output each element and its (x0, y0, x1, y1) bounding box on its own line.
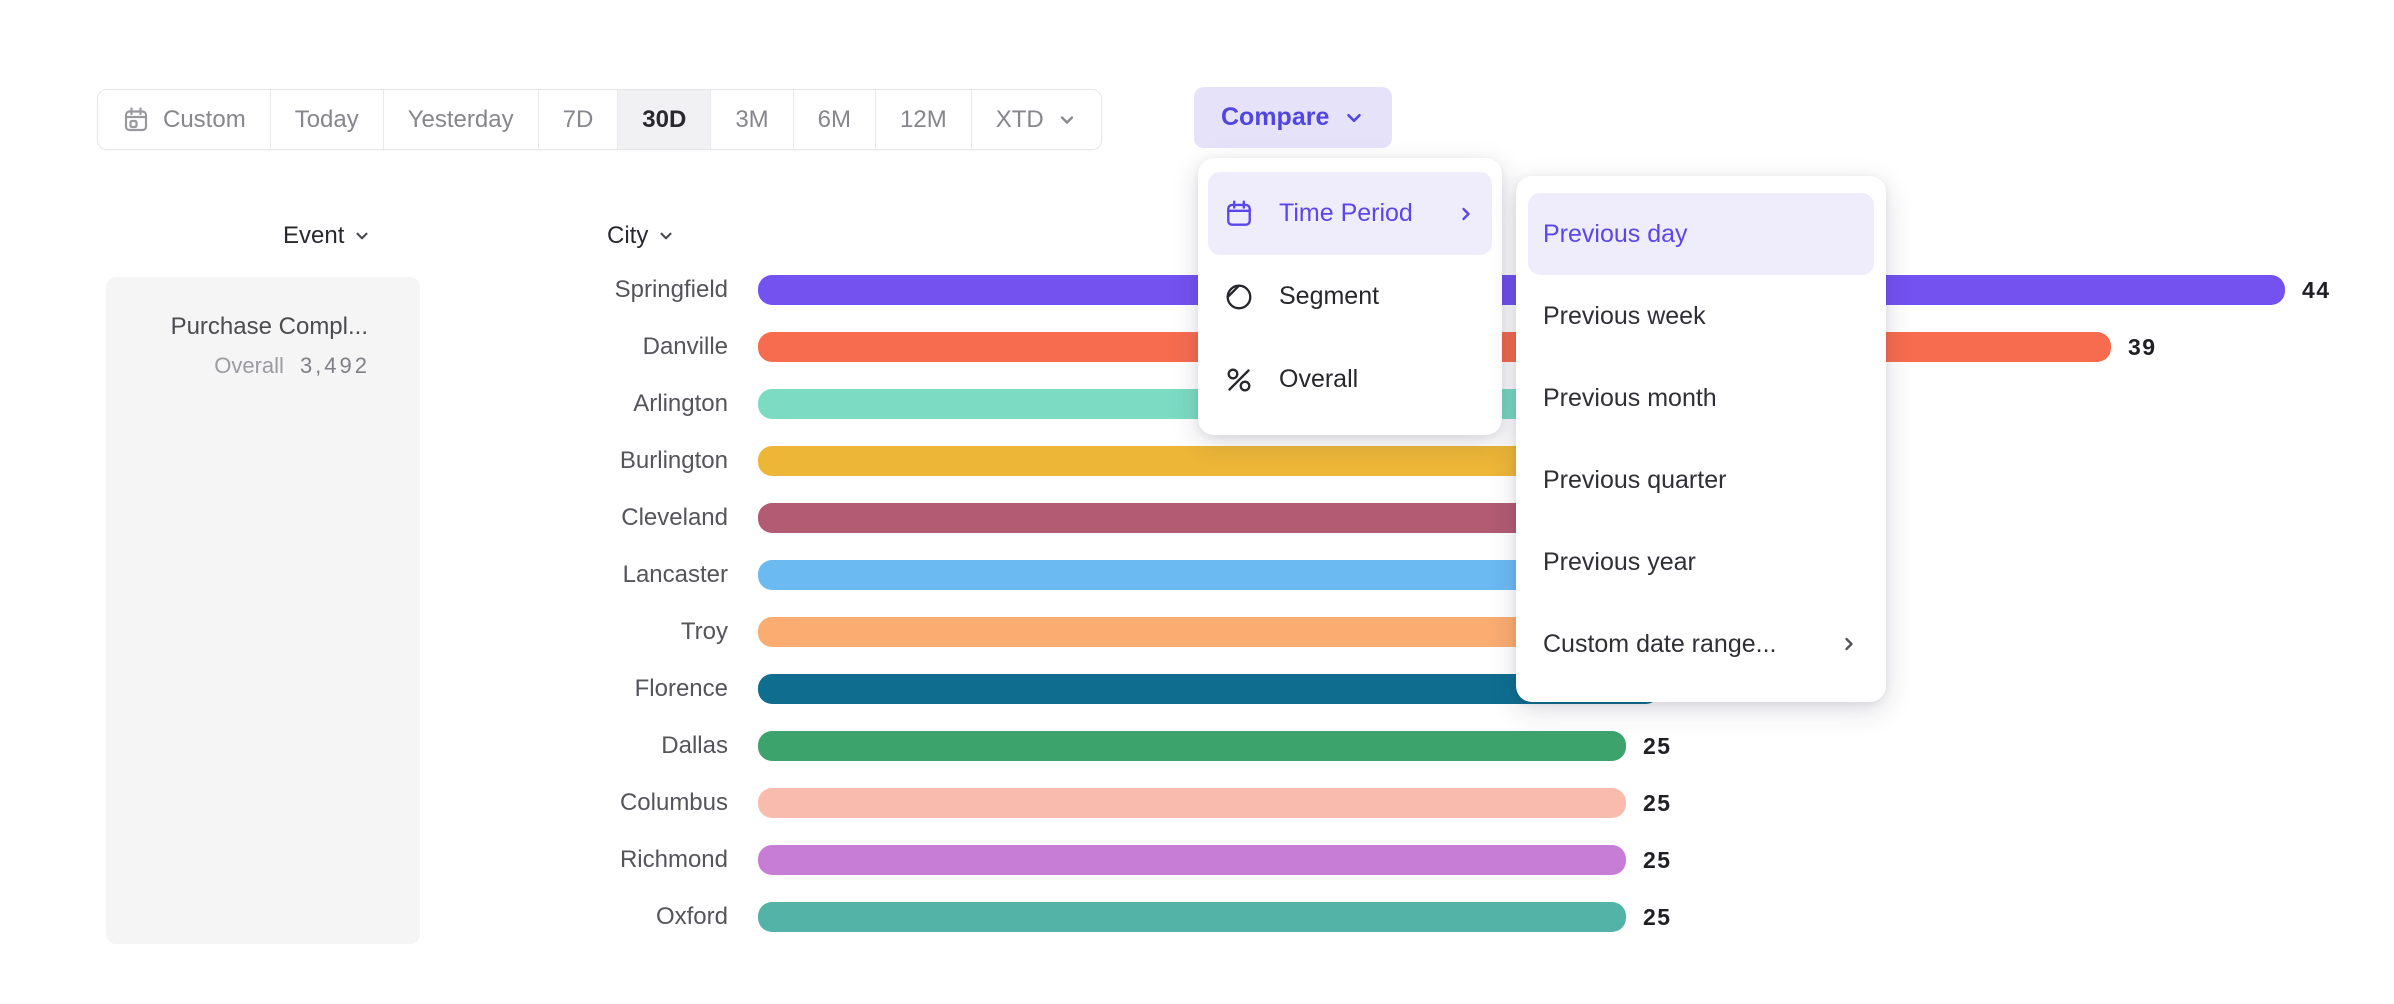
chevron-down-icon (353, 227, 371, 245)
bar-value-danville: 39 (2128, 334, 2157, 360)
event-name: Purchase Compl... (170, 313, 368, 340)
chevron-down-icon (1343, 107, 1365, 129)
toolbar-item-yesterday[interactable]: Yesterday (383, 90, 539, 149)
submenu-item-label: Previous month (1543, 383, 1717, 412)
bar-columbus[interactable] (758, 788, 1626, 818)
bar-label-richmond: Richmond (619, 846, 728, 873)
bar-value-oxford: 25 (1643, 904, 1672, 930)
bar-label-columbus: Columbus (619, 789, 728, 816)
toolbar-item-xtd[interactable]: XTD (971, 90, 1101, 149)
toolbar-item-custom[interactable]: Custom (98, 90, 271, 149)
bar-label-arlington: Arlington (633, 390, 728, 417)
bar-label-dallas: Dallas (661, 732, 728, 759)
bar-label-springfield: Springfield (614, 276, 728, 303)
chevron-down-icon (657, 227, 675, 245)
submenu-item-label: Previous week (1543, 301, 1706, 330)
toolbar-item-label: 30D (642, 105, 687, 133)
time-period-submenu: Previous day Previous week Previous month P… (1516, 176, 1886, 702)
toolbar-item-12m[interactable]: 12M (876, 90, 972, 149)
bar-value-richmond: 25 (1643, 847, 1672, 873)
submenu-item-previous-year[interactable]: Previous year (1528, 521, 1874, 603)
bar-dallas[interactable] (758, 731, 1626, 761)
menu-item-overall[interactable]: Overall (1208, 338, 1492, 421)
date-range-toolbar: Custom Today Yesterday 7D 30D 3M 6M 12M XTD (97, 89, 1102, 150)
bar-label-danville: Danville (642, 333, 728, 360)
compare-menu: Time Period Segment Overall (1198, 158, 1502, 435)
submenu-item-previous-month[interactable]: Previous month (1528, 357, 1874, 439)
menu-item-label: Overall (1279, 365, 1359, 393)
menu-item-segment[interactable]: Segment (1208, 255, 1492, 338)
submenu-item-previous-day[interactable]: Previous day (1528, 193, 1874, 275)
toolbar-item-6m[interactable]: 6M (793, 90, 876, 149)
event-column-header[interactable]: Event (283, 222, 371, 250)
toolbar-item-7d[interactable]: 7D (538, 90, 619, 149)
event-column-label: Event (283, 222, 345, 249)
menu-item-label: Segment (1279, 282, 1380, 310)
percent-icon (1224, 365, 1254, 395)
menu-item-label: Time Period (1279, 199, 1413, 227)
menu-item-time-period[interactable]: Time Period (1208, 172, 1492, 255)
event-overall-row: Overall 3,492 (214, 353, 370, 379)
chevron-right-icon (1456, 204, 1476, 224)
submenu-item-label: Custom date range... (1543, 629, 1777, 658)
segment-icon (1224, 282, 1254, 312)
toolbar-item-label: Yesterday (407, 105, 514, 133)
bar-richmond[interactable] (758, 845, 1626, 875)
submenu-item-custom-date-range[interactable]: Custom date range... (1528, 603, 1874, 685)
city-column-header[interactable]: City (607, 222, 675, 250)
bar-label-lancaster: Lancaster (622, 561, 728, 588)
bar-value-springfield: 44 (2302, 277, 2331, 303)
overall-value: 3,492 (299, 353, 370, 378)
bar-oxford[interactable] (758, 902, 1626, 932)
toolbar-item-label: XTD (995, 105, 1044, 133)
calendar-icon (1224, 199, 1254, 229)
city-column-label: City (607, 222, 649, 249)
toolbar-item-label: 7D (562, 105, 594, 133)
toolbar-item-label: 3M (735, 105, 769, 133)
chevron-down-icon (1057, 110, 1077, 130)
bar-troy[interactable] (758, 617, 1660, 647)
submenu-item-label: Previous quarter (1543, 465, 1727, 494)
bar-label-troy: Troy (680, 618, 728, 645)
bar-label-burlington: Burlington (619, 447, 728, 474)
chevron-right-icon (1839, 634, 1859, 654)
bar-value-dallas: 25 (1643, 733, 1672, 759)
bar-value-columbus: 25 (1643, 790, 1672, 816)
toolbar-item-label: Today (294, 105, 359, 133)
toolbar-item-today[interactable]: Today (270, 90, 384, 149)
toolbar-item-label: Custom (163, 105, 246, 133)
bar-florence[interactable] (758, 674, 1660, 704)
compare-button[interactable]: Compare (1194, 87, 1393, 148)
bar-label-cleveland: Cleveland (621, 504, 728, 531)
calendar-icon (122, 106, 150, 134)
bar-label-oxford: Oxford (655, 903, 728, 930)
toolbar-item-30d[interactable]: 30D (618, 90, 712, 149)
submenu-item-label: Previous year (1543, 547, 1696, 576)
bar-label-florence: Florence (634, 675, 728, 702)
submenu-item-previous-quarter[interactable]: Previous quarter (1528, 439, 1874, 521)
toolbar-item-3m[interactable]: 3M (711, 90, 794, 149)
overall-label: Overall (214, 353, 284, 378)
toolbar-item-label: 12M (900, 105, 947, 133)
toolbar-item-label: 6M (817, 105, 851, 133)
compare-button-label: Compare (1221, 103, 1330, 131)
submenu-item-label: Previous day (1543, 219, 1688, 248)
submenu-item-previous-week[interactable]: Previous week (1528, 275, 1874, 357)
event-card[interactable]: Purchase Compl... Overall 3,492 (106, 277, 420, 944)
